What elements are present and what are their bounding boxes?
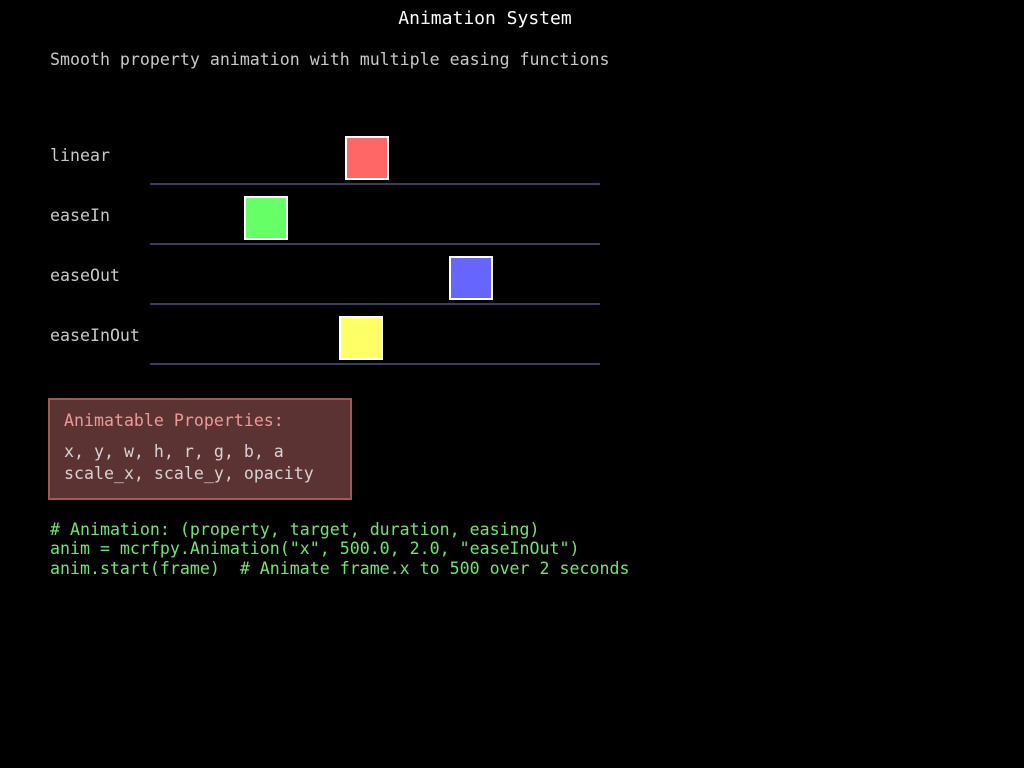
page-subtitle: Smooth property animation with multiple … (50, 50, 610, 69)
code-snippet: # Animation: (property, target, duration… (50, 520, 629, 578)
easing-label: easeIn (50, 206, 110, 225)
easing-square (449, 256, 493, 300)
page-title: Animation System (398, 8, 572, 29)
easing-square (345, 136, 389, 180)
properties-line-2: scale_x, scale_y, opacity (64, 464, 314, 483)
easing-row-easein: easeIn (0, 186, 1024, 246)
code-line-3: anim.start(frame) # Animate frame.x to 5… (50, 558, 630, 578)
easing-track-line (150, 243, 600, 245)
easing-square (339, 316, 383, 360)
easing-row-linear: linear (0, 126, 1024, 186)
easing-track-line (150, 303, 600, 305)
properties-panel-title: Animatable Properties: (64, 411, 284, 430)
easing-label: easeOut (50, 266, 120, 285)
easing-row-easeout: easeOut (0, 246, 1024, 306)
properties-panel: Animatable Properties: x, y, w, h, r, g,… (48, 398, 352, 500)
easing-square (244, 196, 288, 240)
code-line-2: anim = mcrfpy.Animation("x", 500.0, 2.0,… (50, 539, 580, 559)
easing-label: linear (50, 146, 110, 165)
code-line-1: # Animation: (property, target, duration… (50, 520, 540, 539)
easing-label: easeInOut (50, 326, 140, 345)
easing-track-line (150, 363, 600, 365)
properties-line-1: x, y, w, h, r, g, b, a (64, 442, 284, 461)
easing-row-easeinout: easeInOut (0, 306, 1024, 366)
easing-track-line (150, 183, 600, 185)
